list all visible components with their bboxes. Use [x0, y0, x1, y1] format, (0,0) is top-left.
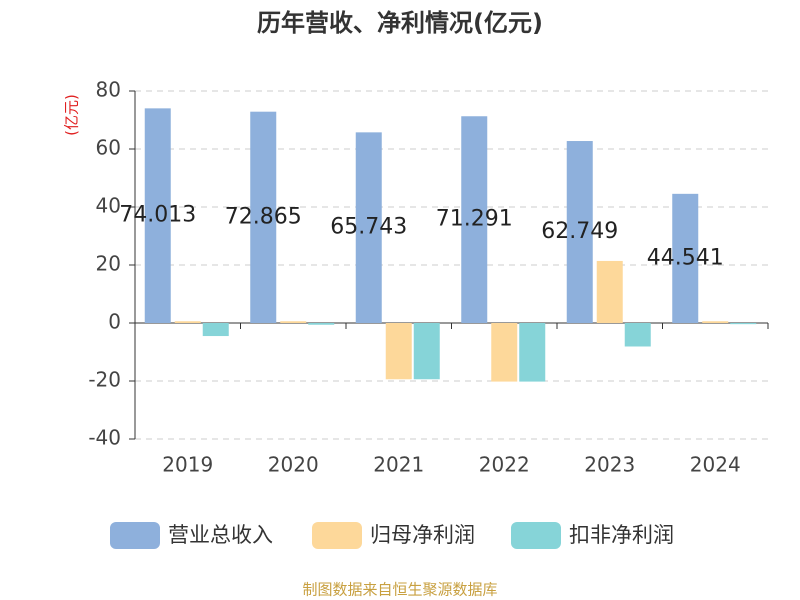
data-label: 72.865 [225, 204, 302, 229]
bar [596, 260, 623, 323]
x-tick-label: 2023 [584, 453, 635, 477]
legend-label: 归母净利润 [370, 523, 475, 547]
bar [672, 193, 699, 323]
data-label: 62.749 [541, 219, 618, 244]
bar [461, 116, 488, 323]
x-tick-label: 2019 [162, 453, 213, 477]
bar [624, 323, 651, 347]
y-tick-label: -20 [88, 368, 121, 392]
bar [202, 323, 229, 337]
data-label: 71.291 [436, 207, 513, 232]
data-label: 44.541 [647, 245, 724, 270]
bar [355, 132, 382, 323]
source-note: 制图数据来自恒生聚源数据库 [302, 581, 497, 599]
legend-label: 扣非净利润 [569, 523, 674, 547]
bar [519, 323, 546, 382]
data-label: 65.743 [330, 215, 407, 240]
x-tick-label: 2020 [268, 453, 319, 477]
y-tick-label: 0 [108, 310, 121, 334]
bar [491, 323, 518, 382]
legend-swatch [312, 522, 362, 549]
x-tick-label: 2021 [373, 453, 424, 477]
bar [174, 321, 201, 323]
bar [566, 141, 593, 323]
bar [413, 323, 440, 380]
y-tick-label: -40 [88, 426, 121, 450]
x-tick-label: 2024 [690, 453, 741, 477]
x-tick-label: 2022 [479, 453, 530, 477]
y-tick-label: 60 [96, 136, 121, 160]
legend-swatch [110, 522, 160, 549]
y-tick-label: 40 [96, 194, 121, 218]
bar [702, 321, 729, 323]
y-axis-label: (亿元) [63, 94, 81, 136]
bar [730, 323, 757, 325]
bar [144, 108, 171, 323]
legend-swatch [511, 522, 561, 549]
bar [385, 323, 412, 380]
legend-label: 营业总收入 [168, 523, 273, 547]
chart-title: 历年营收、净利情况(亿元) [257, 9, 543, 37]
y-tick-label: 20 [96, 252, 121, 276]
bar [250, 111, 277, 323]
y-tick-label: 80 [96, 78, 121, 102]
data-label: 74.013 [119, 203, 196, 228]
bar [280, 321, 307, 323]
bar [308, 323, 335, 325]
